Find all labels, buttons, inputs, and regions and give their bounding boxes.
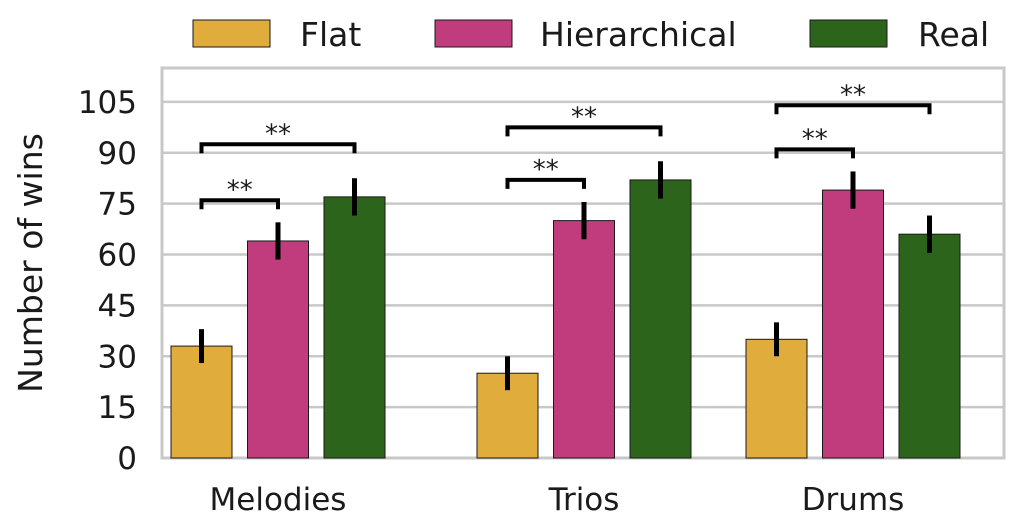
significance-bracket: [505, 177, 586, 189]
bar: [323, 196, 386, 459]
y-tick-label: 0: [117, 441, 137, 477]
bar: [553, 220, 615, 459]
significance-bracket: [774, 103, 932, 115]
significance-label: **: [227, 175, 253, 205]
y-axis-ticks: 0 15 30 45 60 75 90 105: [78, 85, 137, 477]
significance-label: **: [265, 119, 291, 149]
significance-bracket: [774, 147, 855, 159]
y-tick-label: 60: [98, 238, 137, 274]
significance-label: **: [533, 155, 559, 185]
significance-bracket: [199, 142, 357, 154]
y-tick-label: 45: [98, 288, 137, 324]
legend-swatch: [192, 19, 271, 48]
significance-label: **: [802, 124, 828, 154]
significance-bracket: [505, 125, 663, 137]
significance-annotations: ** ** ** ** ** **: [199, 80, 932, 210]
y-tick-label: 105: [78, 85, 137, 121]
x-category-label: Drums: [802, 482, 905, 518]
y-tick-label: 90: [98, 136, 137, 172]
bar: [629, 179, 692, 459]
bar: [822, 189, 884, 459]
x-category-label: Trios: [548, 482, 620, 518]
y-tick-label: 75: [98, 187, 137, 223]
bar: [745, 338, 808, 459]
significance-label: **: [840, 80, 866, 110]
significance-label: **: [571, 102, 597, 132]
bars: [170, 161, 961, 459]
legend-label: Hierarchical: [540, 15, 737, 54]
bar: [170, 345, 233, 459]
legend: Flat Hierarchical Real: [192, 15, 989, 54]
y-tick-label: 15: [98, 390, 137, 426]
legend-swatch: [809, 19, 888, 48]
y-tick-label: 30: [98, 339, 137, 375]
legend-swatch: [434, 19, 513, 48]
legend-label: Flat: [300, 15, 361, 54]
y-axis-label: Number of wins: [11, 133, 50, 393]
bar: [247, 240, 309, 459]
significance-bracket: [199, 198, 280, 210]
bar: [898, 233, 961, 459]
x-axis-categories: Melodies Trios Drums: [210, 482, 905, 518]
x-category-label: Melodies: [210, 482, 347, 518]
legend-label: Real: [918, 15, 989, 54]
